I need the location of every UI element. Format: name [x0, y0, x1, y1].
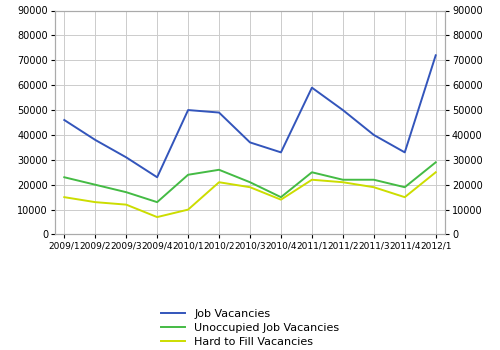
Unoccupied Job Vacancies: [62, 175, 68, 179]
Unoccupied Job Vacancies: [92, 183, 98, 187]
Job Vacancies: [432, 53, 438, 57]
Hard to Fill Vacancies: [216, 180, 222, 184]
Line: Job Vacancies: Job Vacancies: [64, 55, 436, 177]
Hard to Fill Vacancies: [371, 185, 377, 189]
Job Vacancies: [185, 108, 191, 112]
Hard to Fill Vacancies: [309, 178, 315, 182]
Unoccupied Job Vacancies: [154, 200, 160, 204]
Hard to Fill Vacancies: [123, 203, 129, 207]
Job Vacancies: [216, 111, 222, 115]
Job Vacancies: [92, 138, 98, 142]
Unoccupied Job Vacancies: [123, 190, 129, 194]
Job Vacancies: [278, 150, 284, 154]
Unoccupied Job Vacancies: [402, 185, 408, 189]
Hard to Fill Vacancies: [402, 195, 408, 199]
Hard to Fill Vacancies: [92, 200, 98, 204]
Hard to Fill Vacancies: [154, 215, 160, 219]
Hard to Fill Vacancies: [278, 197, 284, 202]
Unoccupied Job Vacancies: [185, 173, 191, 177]
Job Vacancies: [340, 108, 346, 112]
Unoccupied Job Vacancies: [432, 160, 438, 164]
Job Vacancies: [371, 133, 377, 137]
Hard to Fill Vacancies: [247, 185, 253, 189]
Job Vacancies: [247, 140, 253, 145]
Legend: Job Vacancies, Unoccupied Job Vacancies, Hard to Fill Vacancies: Job Vacancies, Unoccupied Job Vacancies,…: [155, 303, 345, 350]
Unoccupied Job Vacancies: [216, 168, 222, 172]
Job Vacancies: [154, 175, 160, 179]
Unoccupied Job Vacancies: [340, 178, 346, 182]
Unoccupied Job Vacancies: [247, 180, 253, 184]
Unoccupied Job Vacancies: [371, 178, 377, 182]
Job Vacancies: [62, 118, 68, 122]
Line: Hard to Fill Vacancies: Hard to Fill Vacancies: [64, 172, 436, 217]
Hard to Fill Vacancies: [340, 180, 346, 184]
Hard to Fill Vacancies: [432, 170, 438, 174]
Line: Unoccupied Job Vacancies: Unoccupied Job Vacancies: [64, 162, 436, 202]
Unoccupied Job Vacancies: [309, 170, 315, 174]
Unoccupied Job Vacancies: [278, 195, 284, 199]
Hard to Fill Vacancies: [185, 208, 191, 212]
Job Vacancies: [402, 150, 408, 154]
Job Vacancies: [309, 85, 315, 90]
Hard to Fill Vacancies: [62, 195, 68, 199]
Job Vacancies: [123, 155, 129, 160]
